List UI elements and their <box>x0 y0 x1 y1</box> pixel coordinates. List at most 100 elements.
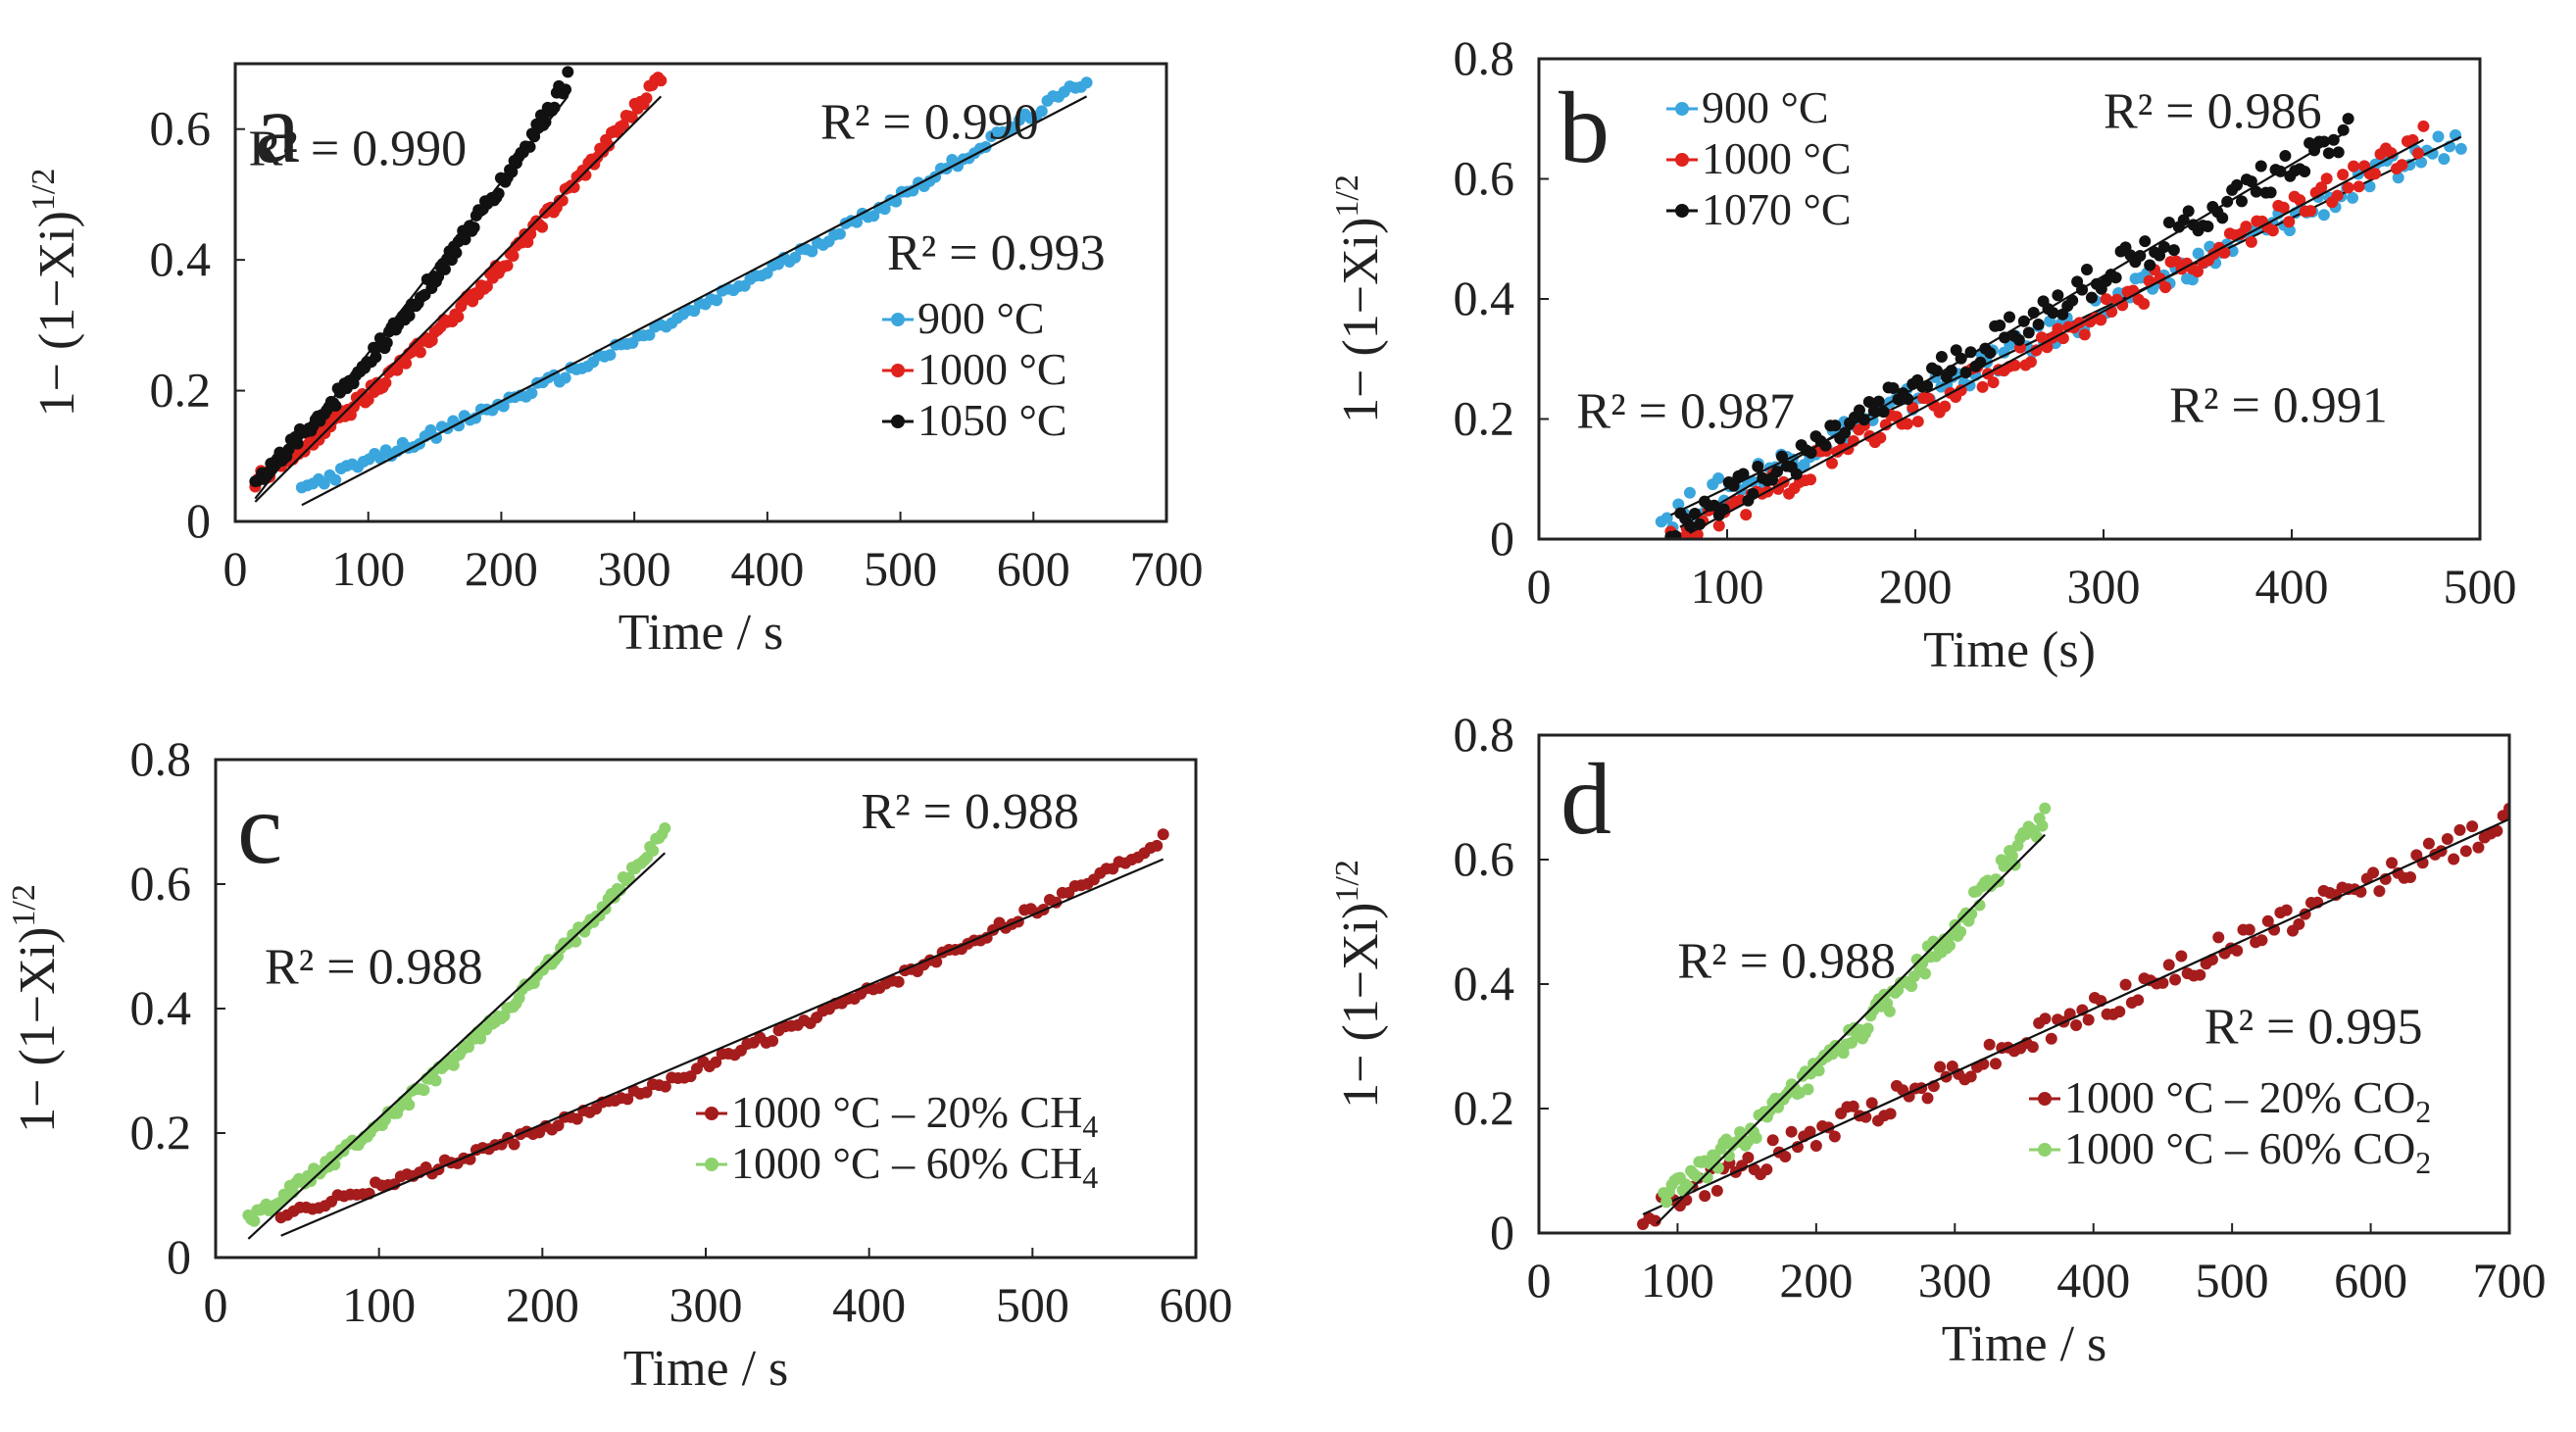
data-point <box>1964 1070 1977 1083</box>
data-point <box>1752 461 1764 473</box>
data-point <box>1804 1125 1816 1138</box>
data-point <box>1802 1083 1814 1096</box>
data-point <box>1151 839 1164 852</box>
y-tick-label: 0.8 <box>1454 707 1515 762</box>
data-point <box>647 844 660 857</box>
data-point <box>1883 1005 1896 1017</box>
data-point <box>2320 173 2333 185</box>
data-point <box>2417 120 2430 132</box>
y-tick-label: 0 <box>1490 511 1514 566</box>
panel-a: 0 100 200 300 400 500 600 700 0 0.2 0.4 0.6 Time / s… <box>25 62 1204 661</box>
data-point <box>2167 244 2180 257</box>
x-tick-label: 100 <box>1641 1253 1714 1308</box>
data-point <box>2138 298 2151 311</box>
data-point <box>391 364 404 376</box>
x-tick-label: 700 <box>2473 1253 2547 1308</box>
y-tick-label: 0.2 <box>150 363 212 418</box>
data-point <box>2078 328 2091 341</box>
x-axis-label: Time / s <box>1942 1316 2107 1372</box>
legend-label-text: 900 °C <box>1702 82 1829 132</box>
y-tick-label: 0.4 <box>1454 956 1515 1011</box>
data-point <box>2491 824 2503 837</box>
y-tick-label: 0.2 <box>130 1105 192 1160</box>
legend-label-text: 1000 °C – 60% CH <box>731 1138 1082 1188</box>
data-point <box>1737 468 1750 480</box>
legend-label-text: 1000 °C – 60% CO <box>2064 1123 2415 1173</box>
data-point <box>1907 401 1919 414</box>
legend-marker <box>2038 1143 2052 1157</box>
panel-letter: a <box>255 72 300 184</box>
data-point <box>2030 830 2043 843</box>
legend-label-text: 1000 °C <box>1702 133 1852 183</box>
data-point <box>508 1138 520 1151</box>
data-point <box>640 92 653 105</box>
r-squared-annotation: R² = 0.995 <box>2204 999 2423 1055</box>
y-tick-label: 0 <box>186 493 211 548</box>
data-point <box>2264 186 2277 199</box>
data-point <box>1901 418 1913 430</box>
data-point <box>2035 331 2048 344</box>
data-point <box>2254 160 2267 173</box>
data-point <box>1157 828 1169 841</box>
data-point <box>2119 978 2132 991</box>
data-point <box>851 216 864 228</box>
data-point <box>2004 311 2015 323</box>
data-point <box>1740 509 1753 521</box>
data-point <box>2032 319 2045 331</box>
data-point <box>2039 802 2052 815</box>
data-point <box>659 1080 671 1093</box>
legend-marker <box>1675 102 1689 116</box>
fit-line <box>254 95 663 503</box>
fit-line <box>1642 817 2509 1215</box>
data-point <box>507 250 520 263</box>
data-point <box>2245 175 2257 188</box>
legend-marker <box>705 1158 718 1171</box>
data-point <box>2162 959 2175 971</box>
data-point <box>2472 841 2485 854</box>
data-point <box>1964 346 1977 359</box>
data-point <box>1862 396 1875 409</box>
data-point <box>1805 446 1817 459</box>
data-point <box>2348 160 2360 173</box>
data-point <box>2006 850 2018 863</box>
data-point <box>2052 289 2064 302</box>
legend-label-subscript: 4 <box>1082 1109 1098 1144</box>
data-point <box>2063 1008 2076 1020</box>
data-point <box>562 66 574 78</box>
x-tick-label: 400 <box>832 1277 906 1332</box>
data-point <box>429 1074 442 1087</box>
data-point <box>2363 180 2376 193</box>
data-point <box>2367 866 2380 879</box>
y-tick-label: 0.6 <box>1454 831 1515 886</box>
data-point <box>2139 235 2152 248</box>
data-point <box>579 169 592 181</box>
y-axis-label: 1− (1−Xi)1/2 <box>6 884 66 1133</box>
data-point <box>1711 1161 1724 1174</box>
data-point <box>1918 967 1931 980</box>
data-point <box>806 245 818 258</box>
data-point <box>604 349 617 362</box>
x-tick-label: 0 <box>204 1277 228 1332</box>
data-point <box>2386 857 2399 869</box>
data-point <box>2411 147 2424 160</box>
data-point <box>2085 291 2098 304</box>
data-point <box>655 74 668 87</box>
panel-d: 0 100 200 300 400 500 600 700 0 0.2 0.4 0.6 0.8 Time … <box>1329 707 2547 1372</box>
r-squared-annotation: R² = 0.990 <box>820 95 1039 151</box>
data-point <box>1660 1196 1673 1209</box>
fit-line <box>254 95 570 500</box>
data-point <box>2280 904 2293 916</box>
fit-line <box>1656 833 2046 1225</box>
x-tick-label: 300 <box>598 541 671 596</box>
data-layer <box>242 822 1169 1240</box>
panel-letter: d <box>1560 743 1611 856</box>
data-point <box>2438 153 2451 166</box>
r-squared-annotation: R² = 0.993 <box>887 225 1106 281</box>
data-point <box>1779 1151 1792 1163</box>
data-point <box>1747 487 1759 500</box>
legend-label-text: 1070 °C <box>1702 184 1852 234</box>
data-point <box>1828 1130 1841 1143</box>
x-tick-label: 200 <box>465 541 538 596</box>
fit-line <box>1689 138 2424 534</box>
data-point <box>2047 307 2059 320</box>
